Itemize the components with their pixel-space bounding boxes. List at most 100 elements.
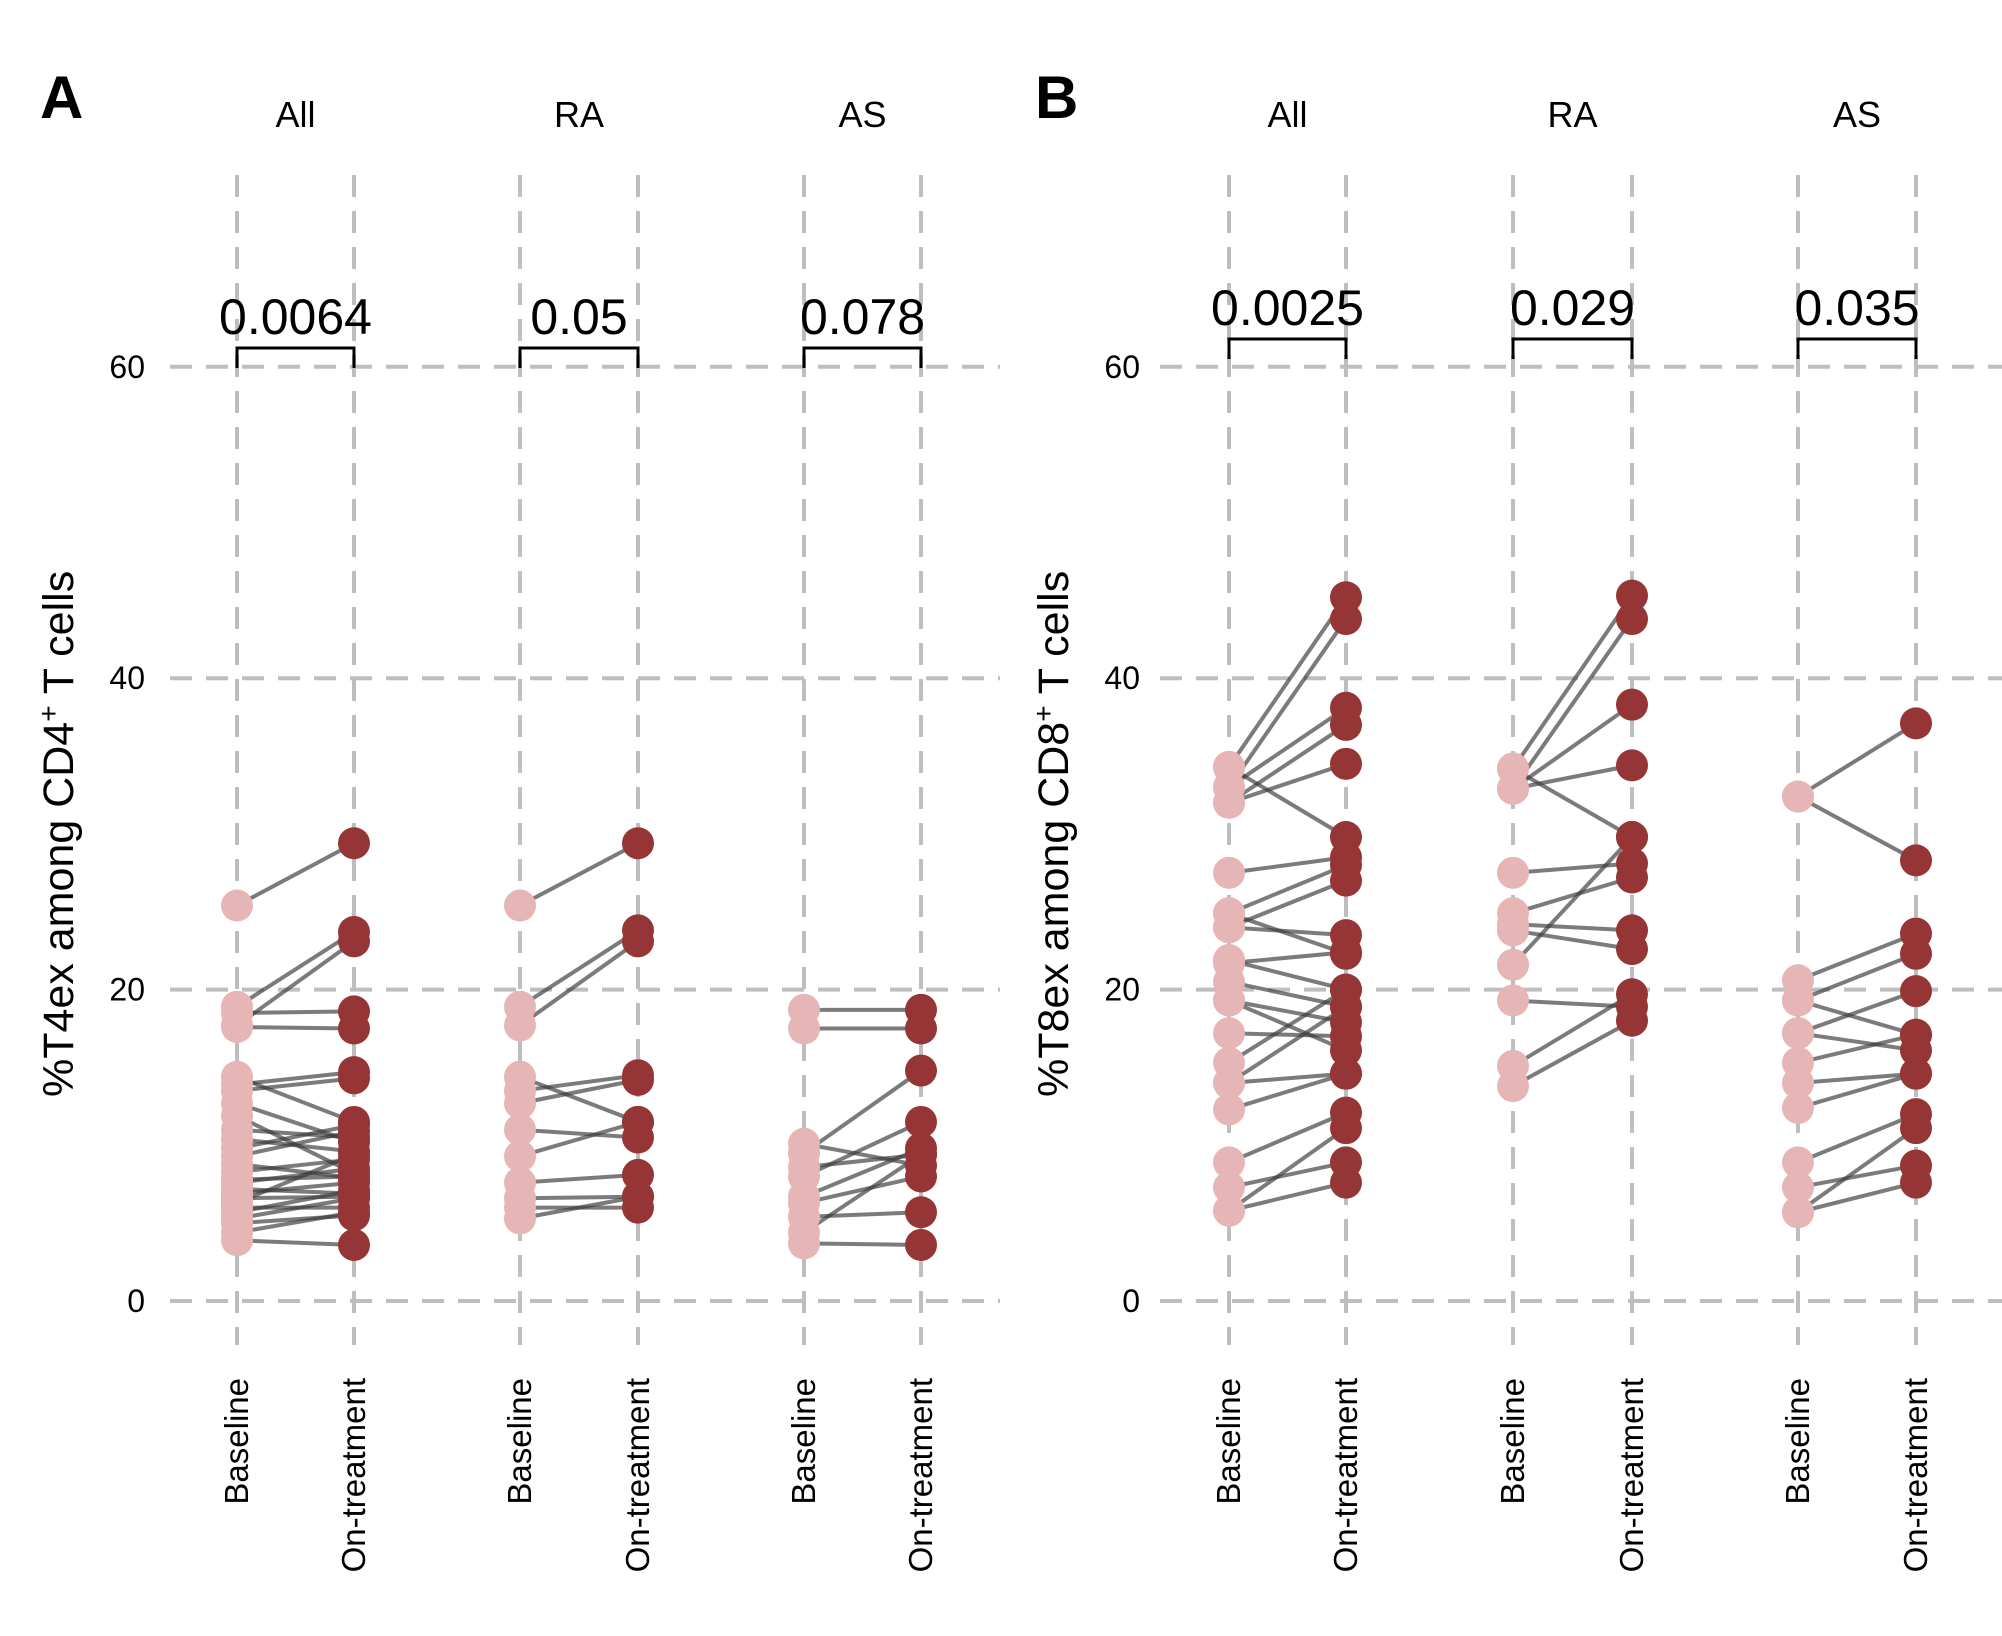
facet-all: All 0.0025 Baseline On-treatment [1210, 94, 1364, 1572]
on-treatment-point [1900, 707, 1932, 740]
baseline-point [1497, 914, 1529, 947]
pair-line [1797, 1071, 1917, 1110]
facet-as: AS 0.078 Baseline On-treatment [785, 94, 939, 1572]
pair-line [1797, 1032, 1917, 1065]
pair-line [236, 1129, 355, 1159]
on-treatment-point [338, 1228, 370, 1261]
pair-line [1797, 1071, 1917, 1086]
x-tick-label: Baseline [501, 1378, 538, 1505]
pair-line [802, 1068, 923, 1155]
on-treatment-point [622, 1180, 654, 1213]
pair-line [1512, 922, 1633, 933]
p-value-label: 0.0064 [219, 289, 372, 345]
on-treatment-point [1616, 978, 1648, 1011]
pair-line [802, 1152, 923, 1235]
on-treatment-point [1900, 975, 1932, 1008]
on-treatment-point [1330, 1057, 1362, 1090]
on-treatment-point [1330, 1166, 1362, 1199]
on-treatment-point [905, 1196, 937, 1229]
pair-line [236, 1180, 355, 1196]
pair-line [236, 1009, 355, 1015]
baseline-point [504, 1202, 536, 1235]
significance-bracket [518, 346, 640, 368]
p-value-label: 0.035 [1794, 280, 1919, 336]
baseline-point [1213, 1067, 1245, 1100]
x-tick-label: On-treatment [1613, 1378, 1650, 1572]
pair-line [1511, 835, 1634, 967]
pair-line [236, 1076, 355, 1093]
significance-bracket [1511, 337, 1634, 359]
pair-line [803, 1174, 922, 1205]
y-tick-label: 0 [127, 1283, 145, 1319]
on-treatment-point [1900, 844, 1932, 877]
pair-line [236, 1070, 355, 1087]
x-tick-label: On-treatment [619, 1378, 656, 1572]
on-treatment-point [1616, 861, 1648, 894]
pair-line [1512, 1018, 1633, 1088]
baseline-point [1782, 1196, 1814, 1229]
on-treatment-point [1900, 937, 1932, 970]
x-tick-label: On-treatment [1897, 1378, 1934, 1572]
on-treatment-point [1616, 821, 1648, 854]
y-tick-label: 60 [1104, 349, 1140, 385]
pair-line [1797, 1163, 1917, 1190]
baseline-point [1782, 1171, 1814, 1204]
facet-title: RA [554, 94, 604, 135]
pair-line [803, 1210, 922, 1219]
on-treatment-point [622, 925, 654, 958]
pair-line [236, 1166, 355, 1185]
pair-line [236, 1238, 355, 1247]
pair-line [1228, 911, 1347, 956]
facet-title: All [1267, 94, 1307, 135]
pair-line [1227, 765, 1348, 839]
panel-letter: B [1035, 64, 1078, 131]
x-tick-label: Baseline [1779, 1378, 1816, 1505]
y-tick-label: 20 [109, 972, 145, 1008]
x-tick-label: Baseline [1210, 1378, 1247, 1505]
p-value-label: 0.078 [800, 289, 925, 345]
baseline-point [1782, 1091, 1814, 1124]
pair-line [519, 1074, 639, 1124]
pair-line [236, 1152, 355, 1205]
x-tick-label: On-treatment [1327, 1378, 1364, 1572]
on-treatment-point [1330, 990, 1362, 1023]
pair-line [518, 928, 640, 1009]
pair-line [1796, 1126, 1918, 1214]
facet-title: AS [838, 94, 886, 135]
pair-line [1228, 958, 1347, 992]
pair-line [519, 1194, 639, 1221]
pair-line [1228, 1071, 1347, 1112]
facet-title: RA [1547, 94, 1597, 135]
on-treatment-point [622, 1105, 654, 1138]
x-tick-label: On-treatment [335, 1378, 372, 1572]
pair-line [519, 1127, 639, 1140]
baseline-point [788, 1227, 820, 1260]
baseline-point [1782, 984, 1814, 1017]
baseline-point [1497, 984, 1529, 1017]
baseline-point [504, 1009, 536, 1042]
pair-line [1228, 761, 1347, 805]
x-tick-label: Baseline [218, 1378, 255, 1505]
pair-line [1797, 1031, 1917, 1053]
pair-line [235, 930, 356, 1009]
facet-all: All 0.0064 Baseline On-treatment [218, 94, 372, 1572]
pair-line [1512, 861, 1633, 875]
y-tick-label: 40 [1104, 660, 1140, 696]
on-treatment-point [338, 1138, 370, 1171]
pair-line [1228, 1071, 1347, 1086]
pair-line [1511, 594, 1634, 770]
pair-line [518, 939, 640, 1028]
on-treatment-point [1330, 1112, 1362, 1145]
facet-ra: RA 0.05 Baseline On-treatment [501, 94, 656, 1572]
pair-line [1228, 950, 1347, 966]
pair-line [519, 1073, 639, 1093]
baseline-point [1782, 1067, 1814, 1100]
facet-title: AS [1833, 94, 1881, 135]
pair-line [236, 1123, 355, 1151]
on-treatment-point [338, 1062, 370, 1095]
baseline-point [1213, 1017, 1245, 1050]
x-tick-label: Baseline [785, 1378, 822, 1505]
pair-line [236, 1194, 355, 1201]
on-treatment-point [338, 1196, 370, 1229]
baseline-point [504, 1140, 536, 1173]
